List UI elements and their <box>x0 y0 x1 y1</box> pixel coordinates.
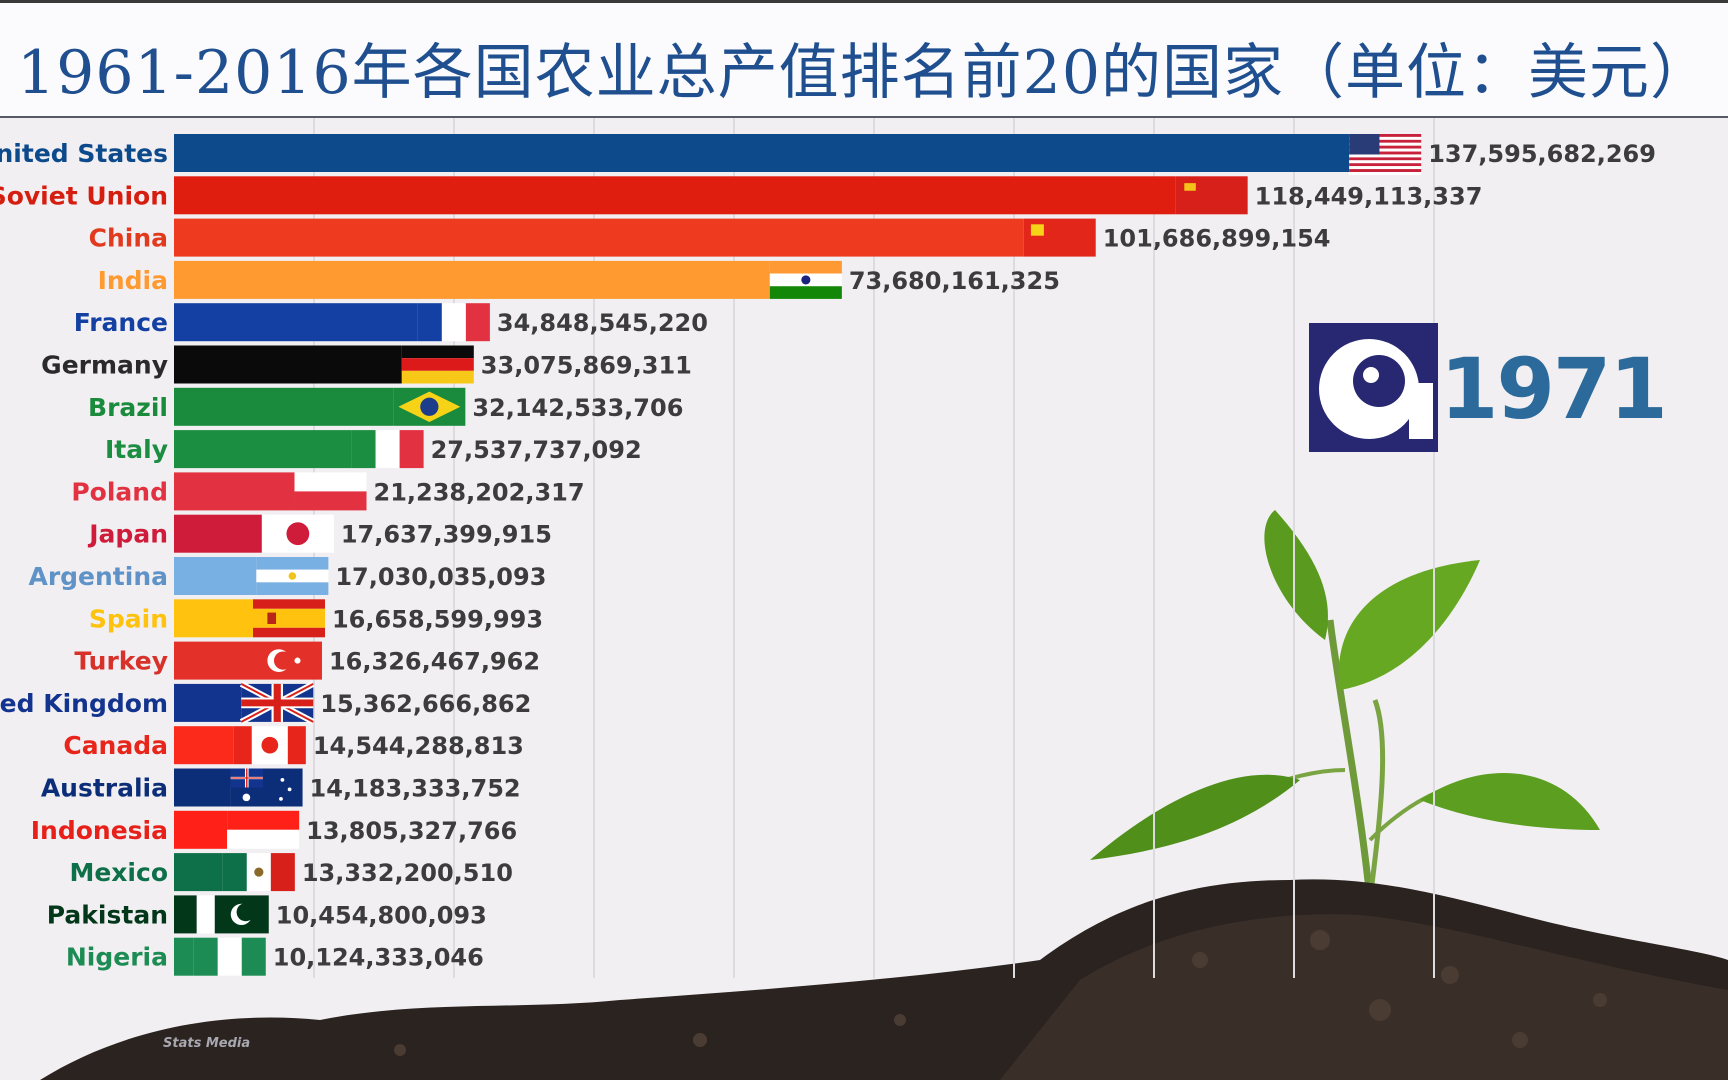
bar <box>174 176 1176 215</box>
category-label: India <box>98 266 168 295</box>
flag-jp-icon <box>261 514 334 553</box>
chart-title: 1961-2016年各国农业总产值排名前20的国家（单位：美元） <box>16 38 1711 108</box>
flag-de-icon <box>401 345 474 384</box>
bar <box>174 472 295 511</box>
flag-au-icon <box>230 768 303 807</box>
bar <box>174 768 231 807</box>
title-band: 1961-2016年各国农业总产值排名前20的国家（单位：美元） <box>0 0 1728 118</box>
watermark: Stats Media <box>163 1036 251 1051</box>
value-label: 137,595,682,269 <box>1428 140 1656 168</box>
value-label: 16,326,467,962 <box>329 648 540 676</box>
flag-id-icon <box>227 810 300 849</box>
category-label: Turkey <box>74 647 168 676</box>
flag-in-icon <box>769 260 842 299</box>
value-labels: 137,595,682,269 118,449,113,337 101,686,89… <box>273 140 1656 972</box>
bar <box>174 303 418 342</box>
value-label: 17,030,035,093 <box>335 563 546 591</box>
category-label: Australia <box>41 774 168 803</box>
flag-ussr-icon <box>1175 176 1248 215</box>
leaf-icon <box>1264 510 1328 640</box>
bar <box>174 345 402 384</box>
value-label: 14,183,333,752 <box>310 775 521 803</box>
flag-ng-icon <box>193 937 266 976</box>
category-labels: United States Soviet Union China India Franc… <box>0 139 168 972</box>
bar <box>174 430 352 469</box>
value-label: 33,075,869,311 <box>481 352 692 380</box>
flag-gb-icon <box>239 681 315 725</box>
value-label: 32,142,533,706 <box>472 394 683 422</box>
category-label: Argentina <box>28 562 168 591</box>
category-label: Mexico <box>69 858 168 887</box>
value-label: 118,449,113,337 <box>1255 182 1483 210</box>
value-label: 13,805,327,766 <box>306 817 517 845</box>
category-label: Nigeria <box>66 943 168 972</box>
bar <box>174 641 250 680</box>
flag-mx-icon <box>222 853 295 892</box>
category-label: China <box>89 224 168 253</box>
value-label: 17,637,399,915 <box>341 521 552 549</box>
bar <box>174 599 253 638</box>
category-label: Japan <box>87 520 168 549</box>
category-label: Spain <box>89 604 168 633</box>
category-label: Canada <box>63 731 168 760</box>
value-label: 101,686,899,154 <box>1103 225 1331 253</box>
flag-ar-icon <box>256 557 329 595</box>
bar <box>174 260 770 299</box>
bar <box>174 937 194 976</box>
category-label: Soviet Union <box>0 181 168 210</box>
logo-icon <box>1319 339 1433 439</box>
value-label: 16,658,599,993 <box>332 605 543 633</box>
bar <box>174 387 394 426</box>
flag-us-icon <box>1349 134 1422 175</box>
category-label: Pakistan <box>47 900 168 929</box>
flag-cn-icon <box>1023 218 1096 257</box>
bar <box>174 134 1350 172</box>
bar-chart: United States Soviet Union China India Franc… <box>0 118 1656 978</box>
category-label: France <box>74 308 168 337</box>
flag-tr-icon <box>249 641 322 680</box>
category-label: Poland <box>71 477 168 506</box>
value-label: 34,848,545,220 <box>497 309 708 337</box>
flag-ca-icon <box>233 726 306 765</box>
flag-pk-icon <box>196 895 269 934</box>
flag-fr-icon <box>417 303 490 342</box>
flag-br-icon <box>393 387 466 426</box>
bar <box>174 683 242 722</box>
value-label: 21,238,202,317 <box>374 478 585 506</box>
category-label: Italy <box>105 435 168 464</box>
bar <box>174 726 234 765</box>
bars <box>174 134 1350 976</box>
bar <box>174 895 197 934</box>
top-border <box>0 0 1728 3</box>
plant-stem-icon <box>1326 619 1374 901</box>
year-label: 1971 <box>1440 340 1668 438</box>
flag-pl-icon <box>294 472 367 511</box>
brand-logo <box>1309 323 1438 452</box>
bar <box>174 514 262 553</box>
category-label: Germany <box>41 351 168 380</box>
value-label: 10,124,333,046 <box>273 944 484 972</box>
bar <box>174 218 1024 257</box>
flag-es-icon <box>252 599 325 638</box>
value-label: 14,544,288,813 <box>313 732 524 760</box>
category-label: Brazil <box>88 393 168 422</box>
flags <box>193 134 1422 976</box>
value-label: 73,680,161,325 <box>849 267 1060 295</box>
bar <box>174 810 228 849</box>
category-label: United Kingdom <box>0 689 168 718</box>
value-label: 27,537,737,092 <box>431 436 642 464</box>
bar <box>174 853 223 892</box>
bar <box>174 557 257 595</box>
flag-it-icon <box>351 430 424 469</box>
value-label: 13,332,200,510 <box>302 859 513 887</box>
value-label: 10,454,800,093 <box>276 901 487 929</box>
category-label: United States <box>0 139 168 168</box>
value-label: 15,362,666,862 <box>320 690 531 718</box>
category-label: Indonesia <box>31 816 168 845</box>
